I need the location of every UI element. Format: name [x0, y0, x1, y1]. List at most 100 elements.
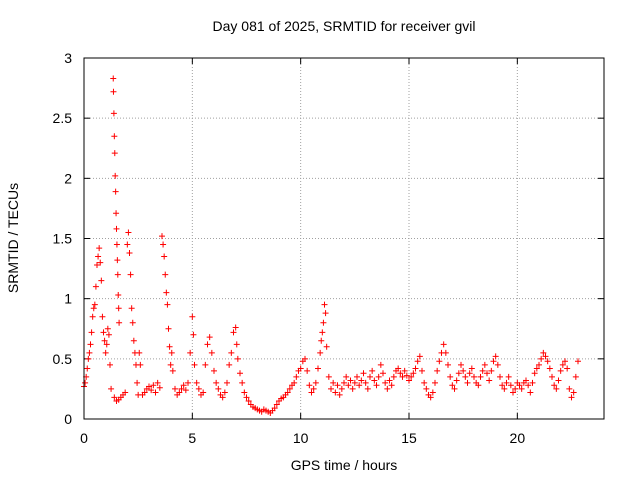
data-point — [332, 389, 339, 396]
data-point — [421, 379, 428, 386]
data-point — [349, 385, 356, 392]
data-point — [414, 358, 421, 365]
data-point — [82, 379, 89, 386]
data-point — [107, 361, 113, 368]
data-point — [377, 361, 384, 368]
data-point — [390, 373, 397, 380]
data-point — [549, 373, 555, 380]
data-point — [105, 331, 112, 338]
data-point — [406, 377, 412, 384]
data-point — [228, 349, 235, 356]
data-point — [191, 361, 198, 368]
data-point — [462, 373, 469, 380]
data-point — [416, 353, 423, 360]
data-point — [525, 382, 532, 389]
data-point — [375, 373, 382, 380]
data-point — [494, 361, 501, 368]
data-points — [81, 75, 581, 416]
data-point — [178, 385, 185, 392]
data-point — [403, 372, 410, 379]
data-point — [347, 377, 354, 384]
data-point — [410, 370, 417, 377]
data-point — [115, 305, 122, 312]
data-point — [168, 349, 175, 356]
data-point — [507, 382, 514, 389]
data-point — [553, 385, 560, 392]
data-point — [427, 394, 434, 401]
data-point — [354, 373, 360, 380]
data-point — [182, 387, 189, 394]
data-point — [345, 382, 352, 389]
data-point — [134, 379, 141, 386]
data-point — [114, 257, 121, 264]
data-point — [200, 389, 207, 396]
data-point — [321, 301, 328, 308]
data-point — [397, 370, 404, 377]
y-axis-label: SRMTID / TECUs — [5, 183, 21, 293]
data-point — [193, 379, 200, 386]
data-point — [202, 361, 209, 368]
data-point — [575, 358, 581, 365]
data-point — [479, 367, 486, 374]
data-point — [419, 367, 425, 374]
data-point — [302, 355, 308, 362]
data-point — [91, 301, 98, 308]
data-point — [568, 394, 575, 401]
data-point — [286, 385, 293, 392]
data-point — [468, 365, 475, 372]
data-point — [334, 382, 341, 389]
data-point — [271, 405, 278, 412]
data-point — [384, 385, 391, 392]
data-point — [320, 319, 327, 326]
data-point — [156, 384, 163, 391]
data-point — [159, 233, 165, 240]
data-point — [488, 367, 495, 374]
data-point — [113, 241, 120, 248]
data-point — [343, 373, 350, 380]
data-point — [208, 349, 215, 356]
data-point — [166, 343, 173, 350]
data-point — [219, 394, 226, 401]
data-point — [369, 367, 376, 374]
data-point — [176, 389, 183, 396]
data-point — [538, 355, 545, 362]
data-point — [562, 358, 568, 365]
data-point — [490, 358, 497, 365]
data-point — [111, 394, 118, 401]
data-point — [146, 383, 152, 390]
data-point — [103, 341, 110, 348]
data-point — [317, 349, 324, 356]
data-point — [230, 329, 237, 336]
data-point — [471, 373, 477, 380]
data-point — [486, 377, 493, 384]
data-point — [297, 365, 304, 372]
data-point — [111, 133, 118, 140]
data-point — [233, 341, 240, 348]
data-point — [330, 379, 337, 386]
data-point — [492, 353, 499, 360]
data-point — [172, 385, 178, 392]
data-point — [447, 373, 454, 380]
data-point — [306, 382, 313, 389]
data-point — [308, 389, 315, 396]
data-point — [96, 245, 103, 252]
data-point — [161, 253, 168, 260]
data-point — [423, 385, 430, 392]
data-point — [551, 382, 558, 389]
data-point — [477, 373, 484, 380]
data-point — [95, 253, 102, 260]
data-point — [163, 289, 170, 296]
data-point — [310, 385, 317, 392]
data-point — [523, 377, 529, 384]
data-point — [434, 367, 441, 374]
data-point — [213, 379, 220, 386]
data-point — [386, 377, 393, 384]
data-point — [164, 301, 171, 308]
data-point — [503, 379, 510, 386]
data-point — [293, 373, 300, 380]
data-point — [505, 373, 512, 380]
data-point — [221, 389, 228, 396]
data-point — [110, 110, 117, 117]
data-point — [137, 361, 144, 368]
data-point — [232, 324, 239, 331]
